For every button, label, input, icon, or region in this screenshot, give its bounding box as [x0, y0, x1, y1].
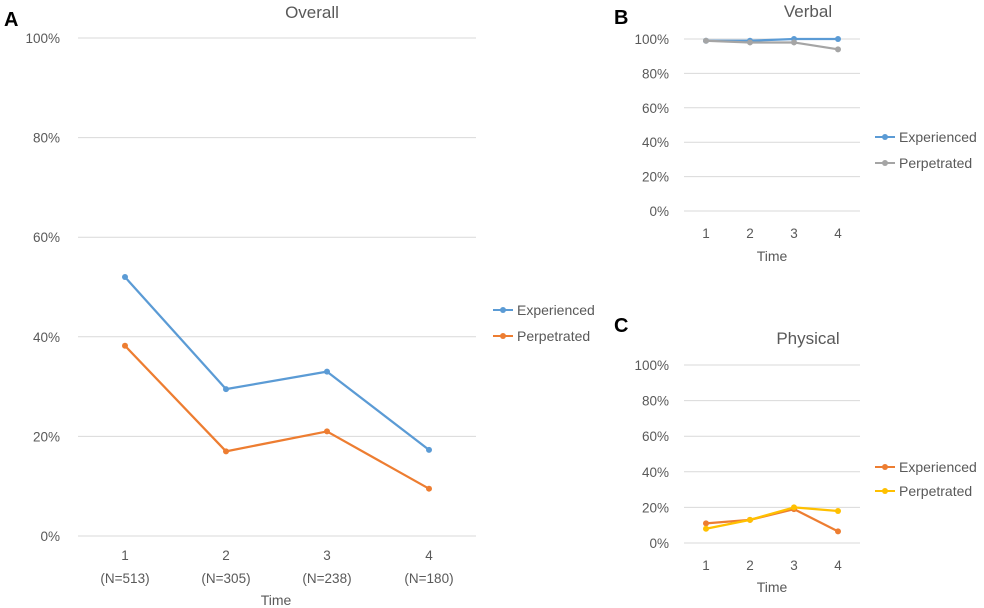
panel-c-legend: Experienced Perpetrated [875, 459, 977, 499]
panel-a-gridlines [78, 37, 476, 537]
legend-label-perpetrated: Perpetrated [899, 155, 972, 171]
y-tick-label: 0% [649, 204, 669, 219]
x-tick-sublabel: (N=238) [302, 571, 351, 586]
legend-marker-perpetrated [882, 488, 888, 494]
data-point-perpetrated [122, 342, 128, 349]
panel-letter-c: C [614, 315, 628, 337]
legend-label-experienced: Experienced [517, 302, 595, 318]
x-tick-label: 1 [702, 226, 710, 241]
legend-marker-experienced [882, 464, 888, 470]
legend-marker-perpetrated [882, 160, 888, 166]
panel-letter-a: A [4, 9, 18, 31]
y-tick-label: 40% [642, 465, 669, 480]
y-tick-label: 0% [40, 529, 60, 544]
data-point-experienced [835, 528, 841, 535]
panel-a-x-axis-label: Time [261, 592, 292, 608]
data-point-experienced [426, 446, 432, 453]
legend-marker-experienced [882, 134, 888, 140]
x-tick-label: 2 [746, 226, 754, 241]
legend-label-experienced: Experienced [899, 129, 977, 145]
x-tick-label: 3 [790, 226, 798, 241]
data-point-perpetrated [747, 39, 753, 46]
x-tick-label: 4 [834, 226, 842, 241]
y-tick-label: 60% [642, 429, 669, 444]
x-tick-label: 4 [425, 548, 433, 563]
panel-b-y-axis: 0% 20% 40% 60% 80% 100% [634, 32, 669, 219]
y-tick-label: 100% [634, 358, 669, 373]
y-tick-label: 80% [642, 394, 669, 409]
y-tick-label: 20% [642, 170, 669, 185]
panel-b-x-axis: 1 2 3 4 [702, 226, 842, 241]
data-point-perpetrated [223, 448, 229, 455]
data-point-perpetrated [426, 485, 432, 492]
panel-c-gridlines [684, 364, 860, 544]
y-tick-label: 40% [33, 330, 60, 345]
legend-label-perpetrated: Perpetrated [517, 328, 590, 344]
data-point-perpetrated [791, 39, 797, 46]
data-point-experienced [835, 36, 841, 42]
x-tick-sublabel: (N=305) [201, 571, 250, 586]
panel-c-y-axis: 0% 20% 40% 60% 80% 100% [634, 358, 669, 551]
data-point-perpetrated [703, 37, 709, 44]
panel-c-title: Physical [776, 329, 839, 348]
legend-marker-perpetrated [500, 333, 506, 339]
panel-b-legend: Experienced Perpetrated [875, 129, 977, 171]
data-point-perpetrated [835, 507, 841, 514]
series-line-perpetrated [705, 506, 839, 530]
panel-letter-b: B [614, 7, 628, 29]
y-tick-label: 80% [33, 131, 60, 146]
x-tick-sublabel: (N=513) [100, 571, 149, 586]
legend-marker-experienced [500, 307, 506, 313]
y-tick-label: 80% [642, 66, 669, 81]
panel-b: B Verbal 0% 20% 40% 60% 80% 100% 1 2 3 4 Time Ex… [614, 2, 977, 264]
data-point-perpetrated [703, 525, 709, 532]
panel-b-x-axis-label: Time [757, 248, 788, 264]
y-tick-label: 60% [642, 101, 669, 116]
x-tick-label: 2 [746, 558, 754, 573]
y-tick-label: 40% [642, 135, 669, 150]
legend-label-experienced: Experienced [899, 459, 977, 475]
x-tick-sublabel: (N=180) [404, 571, 453, 586]
panel-a-title: Overall [285, 3, 339, 22]
data-point-perpetrated [324, 428, 330, 435]
series-line-perpetrated [124, 344, 430, 490]
data-point-experienced [223, 386, 229, 393]
x-tick-label: 4 [834, 558, 842, 573]
x-tick-label: 3 [790, 558, 798, 573]
y-tick-label: 100% [25, 31, 60, 46]
y-tick-label: 0% [649, 536, 669, 551]
data-point-experienced [703, 520, 709, 527]
data-point-experienced [122, 274, 128, 281]
panel-b-series [703, 36, 841, 53]
y-tick-label: 20% [33, 429, 60, 444]
panel-a-x-axis: 1 (N=513) 2 (N=305) 3 (N=238) 4 (N=180) [100, 548, 453, 586]
x-tick-label: 2 [222, 548, 230, 563]
x-tick-label: 1 [121, 548, 129, 563]
y-tick-label: 100% [634, 32, 669, 47]
data-point-perpetrated [835, 46, 841, 53]
panel-a: A Overall 0% 20% 40% 60% 80% 100% 1 (N=513) 2 (N… [4, 3, 595, 608]
series-line-perpetrated [705, 39, 839, 51]
panel-c-x-axis: 1 2 3 4 [702, 558, 842, 573]
y-tick-label: 60% [33, 230, 60, 245]
panel-a-legend: Experienced Perpetrated [493, 302, 595, 344]
panel-a-series [122, 274, 432, 492]
data-point-perpetrated [791, 504, 797, 511]
data-point-experienced [324, 368, 330, 375]
series-line-experienced [124, 276, 430, 451]
legend-label-perpetrated: Perpetrated [899, 483, 972, 499]
data-point-perpetrated [747, 516, 753, 523]
panel-c-series [703, 504, 841, 535]
panel-b-gridlines [684, 38, 860, 212]
panel-a-y-axis: 0% 20% 40% 60% 80% 100% [25, 31, 60, 544]
x-tick-label: 1 [702, 558, 710, 573]
y-tick-label: 20% [642, 500, 669, 515]
panel-b-title: Verbal [784, 2, 832, 21]
panel-c-x-axis-label: Time [757, 579, 788, 595]
x-tick-label: 3 [323, 548, 331, 563]
